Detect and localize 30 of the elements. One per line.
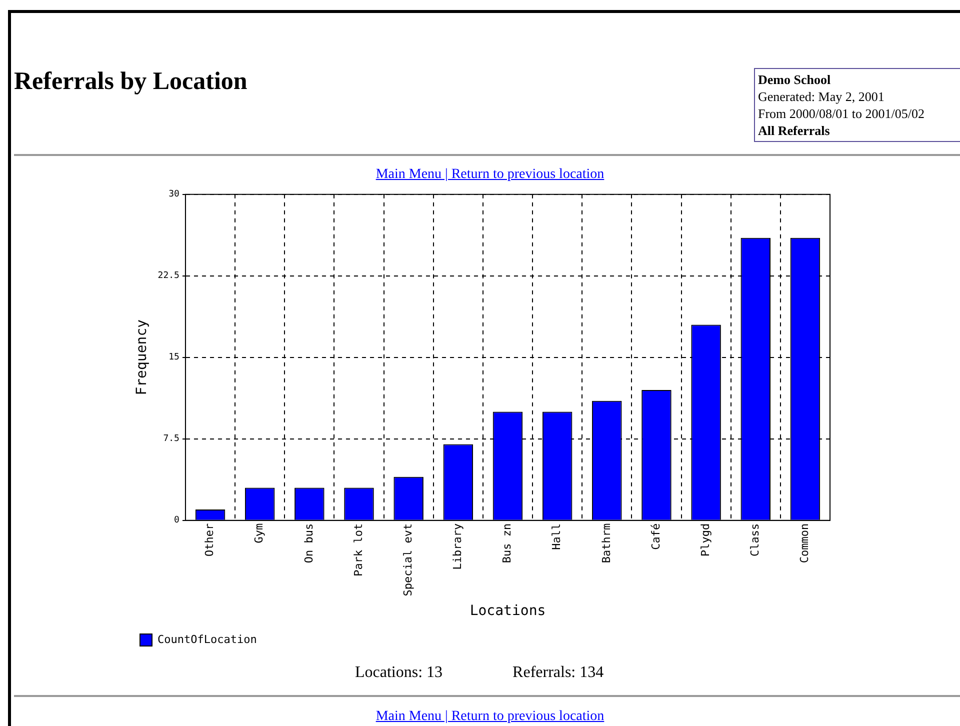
y-tick-label: 0 bbox=[174, 516, 180, 526]
y-tick-label: 7.5 bbox=[163, 434, 180, 444]
x-tick-label: Library bbox=[451, 522, 464, 570]
text: Main Menu | Return to previous location bbox=[374, 709, 606, 725]
x-axis-title: Locations bbox=[470, 603, 546, 620]
x-tick-label: Bathrm bbox=[600, 522, 613, 564]
y-tick-label: 30 bbox=[168, 190, 180, 200]
x-tick-label: On bus bbox=[302, 523, 316, 564]
x-tick-label: Café bbox=[649, 523, 662, 550]
y-axis-title: Frequency bbox=[134, 319, 150, 396]
text: Locations: 13 bbox=[355, 664, 443, 681]
y-tick-label: 22.5 bbox=[158, 271, 180, 282]
text: Referrals: 134 bbox=[512, 664, 604, 681]
y-tick-label: 15 bbox=[168, 352, 180, 363]
text: From 2000/08/01 to 2001/05/02 bbox=[758, 105, 926, 122]
x-tick-label: Common bbox=[798, 523, 812, 564]
text: Main Menu | Return to previous location bbox=[374, 167, 606, 183]
x-tick-label: Plygd bbox=[698, 523, 712, 556]
x-tick-label: Hall bbox=[550, 523, 564, 550]
x-tick-label: Bus zn bbox=[500, 523, 514, 564]
chart-title: Referrals by Location bbox=[14, 68, 248, 96]
x-tick-label: Park lot bbox=[352, 523, 365, 576]
x-tick-label: Special evt bbox=[401, 523, 414, 596]
text: Demo School bbox=[758, 71, 832, 88]
text: Generated: May 2, 2001 bbox=[758, 88, 886, 105]
legend-label: CountOfLocation bbox=[158, 632, 257, 646]
text: All Referrals bbox=[758, 122, 831, 139]
x-tick-label: Class bbox=[748, 523, 762, 556]
x-tick-label: Other bbox=[203, 522, 216, 556]
x-tick-label: Gym bbox=[252, 522, 266, 544]
